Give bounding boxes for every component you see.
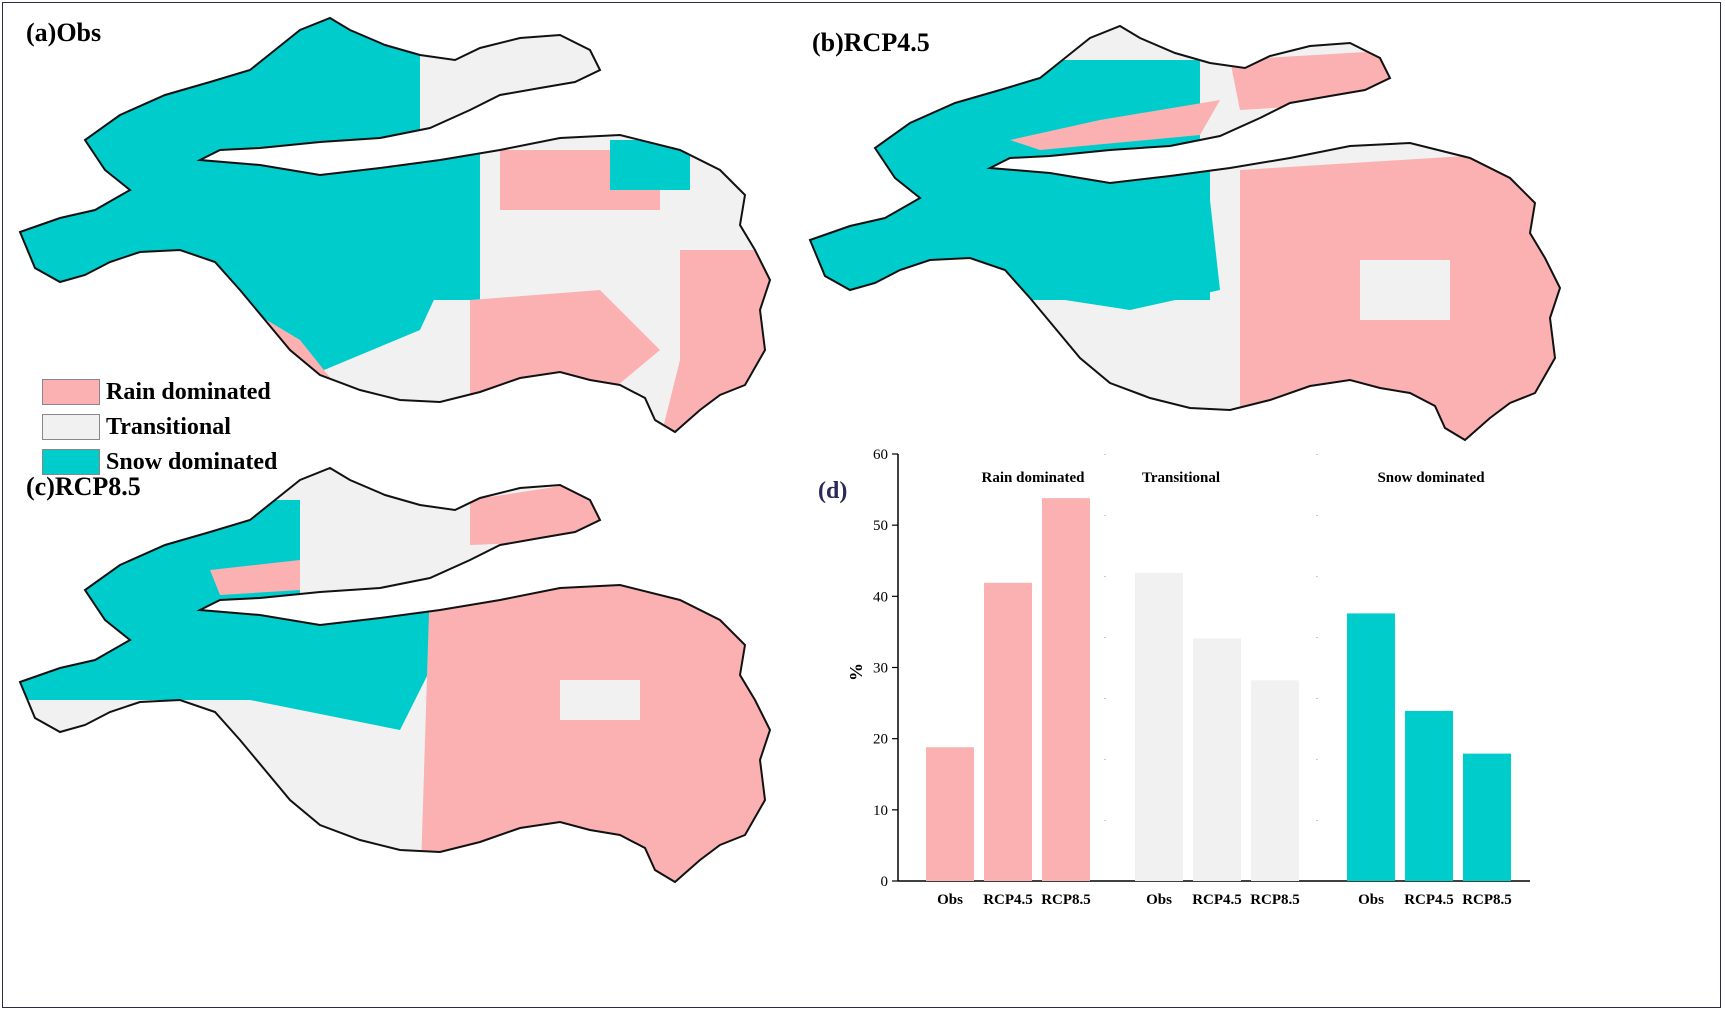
- bar: [1405, 710, 1453, 881]
- legend-label-snow: Snow dominated: [106, 448, 278, 475]
- map-legend: Rain dominated Transitional Snow dominat…: [42, 376, 277, 481]
- x-tick-label: Obs: [937, 892, 963, 908]
- legend-label-transitional: Transitional: [106, 413, 231, 440]
- bar: [984, 582, 1032, 881]
- x-tick-label: RCP4.5: [1404, 892, 1454, 908]
- x-tick-label: RCP4.5: [1192, 892, 1242, 908]
- group-title: Snow dominated: [1377, 470, 1485, 486]
- x-tick-label: Obs: [1358, 892, 1384, 908]
- x-tick-label: RCP8.5: [1250, 892, 1300, 908]
- bar: [926, 747, 974, 881]
- bar: [1135, 572, 1183, 881]
- legend-item-transitional: Transitional: [42, 411, 277, 443]
- y-tick-label: 20: [873, 732, 888, 748]
- bar: [1042, 498, 1090, 881]
- y-tick-label: 40: [873, 589, 888, 605]
- panel-label-b: (b)RCP4.5: [812, 28, 930, 57]
- legend-swatch-snow: [42, 449, 100, 475]
- group-title: Rain dominated: [982, 470, 1086, 486]
- bar: [1251, 680, 1299, 881]
- legend-item-snow: Snow dominated: [42, 446, 277, 478]
- group-title: Transitional: [1142, 470, 1220, 486]
- y-tick-label: 60: [873, 447, 888, 463]
- legend-swatch-transitional: [42, 414, 100, 440]
- y-tick-label: 30: [873, 661, 888, 677]
- y-axis-label: %: [846, 663, 866, 681]
- panel-label-a: (a)Obs: [26, 18, 102, 47]
- legend-swatch-rain: [42, 379, 100, 405]
- legend-item-rain: Rain dominated: [42, 376, 277, 408]
- panel-label-d: (d): [818, 478, 847, 504]
- x-tick-label: RCP8.5: [1041, 892, 1091, 908]
- bar: [1193, 638, 1241, 881]
- legend-label-rain: Rain dominated: [106, 378, 271, 405]
- x-tick-label: Obs: [1146, 892, 1172, 908]
- y-tick-label: 10: [873, 803, 888, 819]
- x-tick-label: RCP8.5: [1462, 892, 1512, 908]
- panel-label-c: (c)RCP8.5: [26, 472, 141, 501]
- bar: [1463, 753, 1511, 881]
- bar: [1347, 613, 1395, 881]
- y-tick-label: 50: [873, 518, 888, 534]
- y-tick-label: 0: [881, 874, 889, 890]
- x-tick-label: RCP4.5: [983, 892, 1033, 908]
